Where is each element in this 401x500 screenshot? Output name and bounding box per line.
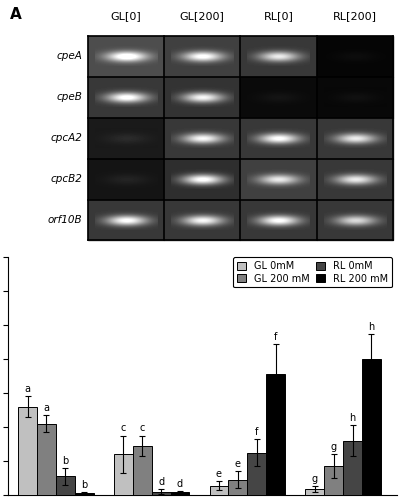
Text: g: g xyxy=(312,474,318,484)
Text: GL[200]: GL[200] xyxy=(180,10,225,20)
Bar xyxy=(88,118,164,158)
Bar xyxy=(317,118,393,158)
Text: cpcB2: cpcB2 xyxy=(50,174,82,184)
Text: f: f xyxy=(255,427,259,437)
Bar xyxy=(241,200,317,240)
Text: A: A xyxy=(10,8,22,22)
Text: d: d xyxy=(177,478,183,488)
Text: e: e xyxy=(216,470,222,480)
Bar xyxy=(56,476,75,495)
Text: RL[200]: RL[200] xyxy=(333,10,377,20)
Bar xyxy=(37,424,56,495)
Bar xyxy=(164,77,241,118)
Bar xyxy=(229,480,247,495)
Bar xyxy=(114,454,133,495)
Text: b: b xyxy=(62,456,69,466)
Bar xyxy=(266,374,285,495)
Text: a: a xyxy=(43,403,49,413)
Bar xyxy=(88,77,164,118)
Bar xyxy=(317,158,393,200)
Bar xyxy=(164,36,241,77)
Text: cpcA2: cpcA2 xyxy=(50,133,82,143)
Bar xyxy=(133,446,152,495)
Bar xyxy=(324,466,343,495)
Text: orf10B: orf10B xyxy=(47,215,82,225)
Bar xyxy=(241,36,317,77)
Bar xyxy=(209,486,229,495)
Text: c: c xyxy=(140,424,145,434)
Bar xyxy=(247,452,266,495)
Bar xyxy=(305,489,324,495)
Text: RL[0]: RL[0] xyxy=(264,10,294,20)
Bar xyxy=(164,200,241,240)
Bar xyxy=(164,118,241,158)
Text: f: f xyxy=(274,332,277,342)
Bar xyxy=(317,200,393,240)
Text: h: h xyxy=(349,414,356,424)
Bar xyxy=(88,200,164,240)
Text: cpeA: cpeA xyxy=(56,52,82,62)
Bar xyxy=(317,77,393,118)
Bar xyxy=(170,492,190,495)
Text: g: g xyxy=(330,442,337,452)
Text: d: d xyxy=(158,477,164,487)
Text: c: c xyxy=(121,424,126,434)
Bar xyxy=(152,492,170,495)
Bar xyxy=(88,36,164,77)
Bar xyxy=(241,118,317,158)
Text: cpeB: cpeB xyxy=(56,92,82,102)
Bar xyxy=(241,77,317,118)
Text: a: a xyxy=(24,384,30,394)
Text: e: e xyxy=(235,459,241,469)
Text: h: h xyxy=(369,322,375,332)
Bar xyxy=(241,158,317,200)
Bar xyxy=(18,406,37,495)
Text: GL[0]: GL[0] xyxy=(111,10,141,20)
Bar xyxy=(362,359,381,495)
Bar xyxy=(164,158,241,200)
Bar xyxy=(317,36,393,77)
Bar xyxy=(75,494,94,495)
Legend: GL 0mM, GL 200 mM, RL 0mM, RL 200 mM: GL 0mM, GL 200 mM, RL 0mM, RL 200 mM xyxy=(233,257,392,288)
Text: b: b xyxy=(81,480,87,490)
Bar xyxy=(88,158,164,200)
Bar xyxy=(343,440,362,495)
